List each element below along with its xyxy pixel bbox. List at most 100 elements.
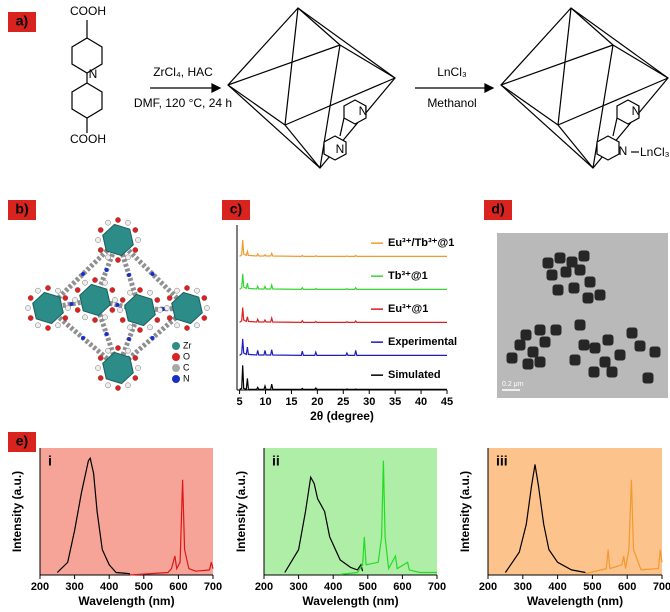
conditions: Methanol (427, 96, 476, 110)
n-atom (81, 272, 85, 276)
o-atom (133, 227, 138, 232)
o-atom (115, 345, 120, 350)
o-atom (120, 317, 125, 322)
zr-cluster (125, 294, 156, 325)
x-axis-label: Wavelength (nm) (302, 594, 398, 608)
n-atom (127, 337, 131, 341)
x-tick-label: 600 (618, 581, 636, 593)
legend-atom (172, 353, 180, 361)
x-tick-label: 700 (428, 581, 446, 593)
o-atom (95, 365, 100, 370)
o-atom (75, 287, 80, 292)
x-tick-label: 15 (285, 396, 297, 408)
o-atom (174, 288, 179, 293)
legend-label: Eu³⁺@1 (388, 303, 428, 315)
plot-background (264, 448, 437, 575)
nanoparticle (535, 357, 546, 368)
o-atom (98, 375, 103, 380)
nanoparticle (570, 355, 581, 366)
o-atom (105, 255, 110, 260)
o-atom (194, 323, 199, 328)
x-axis-label: Wavelength (nm) (78, 594, 174, 608)
o-atom (147, 325, 152, 330)
nanoparticle (553, 285, 564, 296)
legend-atom (172, 375, 180, 383)
page: {"panels": ["a)", "b)", "c)", "d)", "e)"… (0, 0, 670, 612)
y-axis-label: Intensity (a.u.) (234, 471, 248, 552)
legend-label: Eu³⁺/Tb³⁺@1 (388, 237, 454, 249)
n-atom (81, 336, 85, 340)
nanoparticle (555, 253, 566, 264)
nanoparticle (569, 283, 580, 294)
ligand-cooh: COOH (70, 132, 106, 146)
o-atom (184, 285, 189, 290)
n-atom (116, 303, 120, 307)
y-axis-label: Intensity (a.u.) (10, 471, 24, 552)
x-tick-label: 400 (548, 581, 566, 593)
panel-sublabel: i (48, 453, 52, 469)
x-tick-label: 35 (389, 396, 401, 408)
nanoparticle (607, 367, 618, 378)
o-atom (98, 355, 103, 360)
reagents: ZrCl₄, HAC (153, 65, 213, 79)
panel-label: d) (491, 201, 504, 217)
o-atom (102, 280, 107, 285)
x-tick-label: 30 (363, 396, 375, 408)
x-tick-label: 600 (169, 581, 187, 593)
o-atom (125, 348, 130, 353)
o-atom (125, 220, 130, 225)
o-atom (147, 290, 152, 295)
x-tick-label: 45 (441, 396, 453, 408)
o-atom (55, 288, 60, 293)
legend-label: Zr (183, 340, 192, 350)
atom-label: N (336, 142, 345, 156)
o-atom (194, 288, 199, 293)
o-atom (155, 297, 160, 302)
scheme-text: COOH N N COOH ZrCl₄, HAC DMF, 120 °C, 24… (70, 4, 670, 159)
legend-label: Experimental (388, 336, 457, 348)
nanoparticle (627, 328, 638, 339)
scheme-drawing (72, 8, 668, 168)
x-tick-label: 400 (100, 581, 118, 593)
x-tick-label: 200 (255, 581, 273, 593)
o-atom (115, 257, 120, 262)
n-atom (105, 332, 109, 336)
x-tick-label: 10 (259, 396, 271, 408)
n-atom (151, 336, 155, 340)
nanoparticle (590, 343, 601, 354)
o-atom (164, 305, 169, 310)
nanoparticle (507, 353, 518, 364)
zr-cluster (80, 284, 111, 315)
o-atom (98, 227, 103, 232)
o-atom (75, 307, 80, 312)
o-atom (105, 348, 110, 353)
panel-label: c) (230, 201, 242, 217)
legend-label: Tb³⁺@1 (388, 270, 428, 282)
o-atom (63, 295, 68, 300)
o-atom (184, 325, 189, 330)
legend-atom (172, 364, 180, 372)
nanoparticle (603, 335, 614, 346)
o-atom (127, 290, 132, 295)
o-atom (115, 385, 120, 390)
legend-label: Simulated (388, 369, 441, 381)
nanoparticle (595, 290, 606, 301)
nanoparticle (579, 340, 590, 351)
nanoparticle (583, 293, 594, 304)
o-atom (45, 325, 50, 330)
complex-label: LnCl₃ (640, 145, 670, 159)
n-atom (151, 272, 155, 276)
x-tick-label: 600 (393, 581, 411, 593)
nanoparticle (650, 347, 661, 358)
x-tick-label: 20 (311, 396, 323, 408)
o-atom (82, 315, 87, 320)
o-atom (110, 307, 115, 312)
o-atom (135, 365, 140, 370)
nanoparticle (585, 277, 596, 288)
n-atom (127, 273, 131, 277)
nanoparticle (521, 330, 532, 341)
o-atom (45, 285, 50, 290)
panel-label: a) (16, 13, 28, 29)
nanoparticle (551, 325, 562, 336)
